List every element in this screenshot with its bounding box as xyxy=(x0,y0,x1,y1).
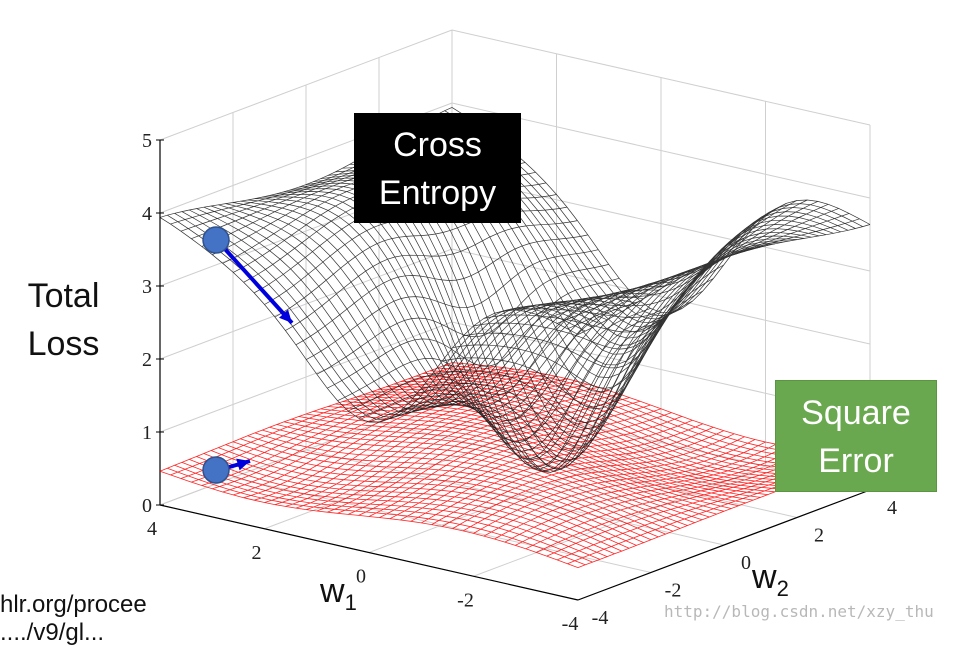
cross-entropy-mesh-line xyxy=(196,208,615,411)
square-error-mesh-line xyxy=(284,421,703,521)
w1-tick-label: 0 xyxy=(356,566,366,588)
loss-surface-plot: 0 1 2 3 4 5 4 2 0 -2 -4 -4 -2 0 2 4 xyxy=(142,29,897,633)
square-error-mesh-line xyxy=(291,418,710,518)
square-error-mesh-line xyxy=(159,470,579,568)
cross-entropy-mesh-line xyxy=(181,211,601,416)
cross-entropy-mesh-line xyxy=(473,215,766,350)
w2-tick-label: -4 xyxy=(592,607,609,629)
z-tick-label: 0 xyxy=(142,495,152,517)
w1-tick-label: -4 xyxy=(562,613,579,633)
w1-axis-line xyxy=(159,504,579,601)
cross-entropy-mesh-line xyxy=(337,290,630,402)
w2-axis-line xyxy=(577,489,871,601)
grid-line xyxy=(378,422,798,518)
cross-entropy-mesh-line xyxy=(577,224,871,335)
square-error-mesh-line xyxy=(276,424,695,523)
square-error-mesh-line xyxy=(274,378,568,505)
w2-tick-label: 4 xyxy=(887,497,897,519)
square-error-mesh-line xyxy=(247,435,666,535)
cross-entropy-mesh-line xyxy=(218,204,637,406)
cross-entropy-mesh-line xyxy=(276,191,695,433)
cross-entropy-mesh-line xyxy=(483,208,777,333)
cross-entropy-mesh-line xyxy=(274,206,568,318)
z-tick-label: 4 xyxy=(142,203,152,225)
square-error-mesh-line xyxy=(422,373,841,468)
cross-entropy-gradient-arrow xyxy=(222,246,294,325)
citation-url-2: ..../v9/gl... xyxy=(0,619,105,646)
square-error-mesh-line xyxy=(313,411,732,509)
square-error-mesh-line xyxy=(225,444,644,543)
y-axis-label: w2 xyxy=(752,558,789,601)
z-tick-label: 2 xyxy=(142,349,152,371)
cross-entropy-gradient-arrow-head xyxy=(279,309,292,323)
z-tick-label: 3 xyxy=(142,276,152,298)
w2-tick-label: -2 xyxy=(665,580,682,602)
cross-entropy-mesh-line xyxy=(159,217,579,423)
cross-entropy-mesh-line xyxy=(525,201,818,312)
grid-line xyxy=(159,394,453,506)
w1-tick-label: 4 xyxy=(147,518,157,540)
axes-lines xyxy=(159,140,871,601)
square-error-mesh-line xyxy=(167,467,586,566)
square-error-mesh-line xyxy=(349,398,768,495)
square-error-mesh-line xyxy=(181,462,601,560)
z-axis-label: Total Loss xyxy=(27,277,100,363)
w1-tick-label: 2 xyxy=(252,542,262,564)
square-error-mesh-line xyxy=(196,456,615,555)
square-error-mesh-line xyxy=(462,439,756,532)
cross-entropy-mesh-line xyxy=(203,206,622,409)
square-error-mesh-line xyxy=(386,386,805,482)
square-error-gradient-arrow-head xyxy=(236,458,250,471)
z-tick-label: 5 xyxy=(142,130,152,152)
cross-entropy-mesh-line xyxy=(269,193,688,425)
square-error-mesh-line xyxy=(357,396,776,493)
w2-tick-label: 2 xyxy=(814,525,824,547)
cross-entropy-mesh-line xyxy=(210,205,630,408)
square-error-mesh-line xyxy=(240,438,659,538)
square-error-start-point xyxy=(202,456,230,484)
square-error-mesh-line xyxy=(174,464,593,563)
watermark: http://blog.csdn.net/xzy_thu xyxy=(664,602,934,621)
cross-entropy-start-point xyxy=(202,226,230,254)
square-error-mesh-line xyxy=(189,459,608,557)
citation-url: hlr.org/procee xyxy=(0,591,147,618)
square-error-mesh-line xyxy=(408,378,827,474)
square-error-label: Square Error xyxy=(775,380,937,492)
w2-tick-label: 0 xyxy=(741,552,751,574)
cross-entropy-mesh-line xyxy=(189,209,608,414)
z-tick-label: 1 xyxy=(142,422,152,444)
gradient-markers xyxy=(202,226,294,484)
square-error-mesh-line xyxy=(210,450,630,549)
cross-entropy-mesh-line xyxy=(240,200,659,407)
square-error-mesh-line xyxy=(269,426,688,526)
square-error-mesh-line xyxy=(262,429,681,529)
square-error-mesh-line xyxy=(254,432,674,532)
cross-entropy-mesh-line xyxy=(262,196,681,418)
x-axis-label: w1 xyxy=(320,572,357,615)
square-error-mesh-line xyxy=(203,453,622,552)
axis-ticks: 0 1 2 3 4 5 4 2 0 -2 -4 -4 -2 0 2 4 xyxy=(142,130,897,633)
w1-tick-label: -2 xyxy=(457,589,474,611)
square-error-mesh-line xyxy=(232,441,652,541)
cross-entropy-mesh-line xyxy=(232,202,652,406)
cross-entropy-mesh-line xyxy=(247,199,666,409)
cross-entropy-surface xyxy=(159,107,871,473)
square-error-mesh-line xyxy=(218,447,637,546)
cross-entropy-label: Cross Entropy xyxy=(354,113,521,223)
cross-entropy-mesh-line xyxy=(451,107,871,313)
